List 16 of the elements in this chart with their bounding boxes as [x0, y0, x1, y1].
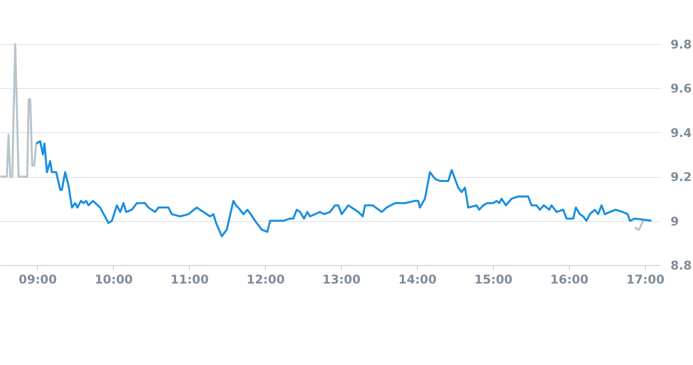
x-tick-label: 10:00 [94, 272, 133, 286]
x-tick-label: 14:00 [398, 272, 437, 286]
x-tick-label: 11:00 [170, 272, 209, 286]
y-tick-label: 9.4 [670, 126, 692, 140]
x-tick-label: 15:00 [474, 272, 513, 286]
y-tick-label: 8.8 [670, 258, 692, 272]
x-tick-label: 17:00 [626, 272, 664, 286]
line-series [35, 140, 652, 238]
x-tick-label: 12:00 [246, 272, 285, 286]
x-tick-label: 13:00 [322, 272, 361, 286]
y-tick-label: 9.2 [670, 170, 692, 184]
x-tick-label: 09:00 [18, 272, 57, 286]
y-tick-label: 9.8 [670, 38, 692, 52]
x-tick-label: 16:00 [550, 272, 588, 286]
y-tick-label: 9.6 [670, 82, 692, 96]
y-tick-label: 9 [670, 214, 679, 228]
